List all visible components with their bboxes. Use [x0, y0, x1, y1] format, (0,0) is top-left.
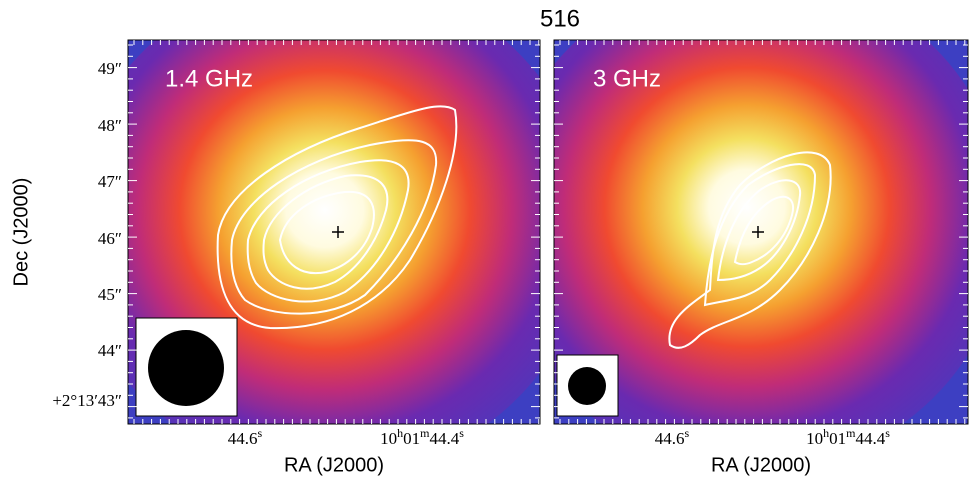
frame: [553, 39, 969, 425]
x-tick-part: m: [420, 426, 430, 440]
ticks: [128, 40, 968, 424]
x-tick-label: 10h01m44.4s: [380, 426, 464, 448]
x-tick-label: 10h01m44.4s: [806, 426, 890, 448]
y-tick-label: 49″: [98, 59, 122, 78]
x-axis-label: RA (J2000): [711, 454, 811, 476]
x-tick-part: 44.4: [855, 429, 885, 448]
y-tick-label: 47″: [98, 172, 122, 191]
contour: [230, 139, 438, 315]
contour: [278, 190, 375, 275]
x-tick-label: 44.6s: [655, 426, 690, 448]
x-tick-part: s: [459, 426, 464, 440]
contour: [733, 195, 794, 266]
x-axis-label: RA (J2000): [284, 454, 384, 476]
y-tick-label: 46″: [98, 229, 122, 248]
beam: [148, 330, 224, 406]
contour: [703, 163, 817, 307]
frame: [127, 39, 541, 425]
y-tick-label: 45″: [98, 285, 122, 304]
panel-label: 1.4 GHz: [165, 65, 253, 92]
x-tick-part: 10: [380, 429, 397, 448]
beam: [568, 367, 606, 405]
contour: [246, 159, 410, 303]
x-tick-part: s: [258, 426, 263, 440]
x-tick-part: 10: [806, 429, 823, 448]
contour: [262, 174, 389, 290]
x-tick-part: 01: [403, 429, 420, 448]
y-tick-label: 48″: [98, 116, 122, 135]
x-tick-part: 01: [829, 429, 846, 448]
panel-label: 3 GHz: [593, 65, 661, 92]
x-tick-part: 44.6: [655, 429, 685, 448]
x-tick-part: 44.4: [429, 429, 459, 448]
panel-image: [554, 40, 968, 424]
x-tick-part: m: [846, 426, 856, 440]
x-tick-part: s: [685, 426, 690, 440]
y-tick-label: +2°13′43″: [52, 391, 122, 410]
title: 516: [540, 5, 580, 32]
y-tick-label: 44″: [98, 341, 122, 360]
contour: [216, 105, 458, 330]
x-tick-part: s: [885, 426, 890, 440]
x-tick-part: h: [397, 426, 403, 440]
y-axis-label: Dec (J2000): [10, 178, 32, 287]
x-tick-label: 44.6s: [228, 426, 263, 448]
panel-image: [128, 40, 540, 424]
contour: [716, 179, 802, 282]
marker: [752, 226, 764, 238]
x-tick-part: h: [823, 426, 829, 440]
contour: [668, 151, 832, 349]
x-tick-part: 44.6: [228, 429, 258, 448]
marker: [332, 226, 344, 238]
